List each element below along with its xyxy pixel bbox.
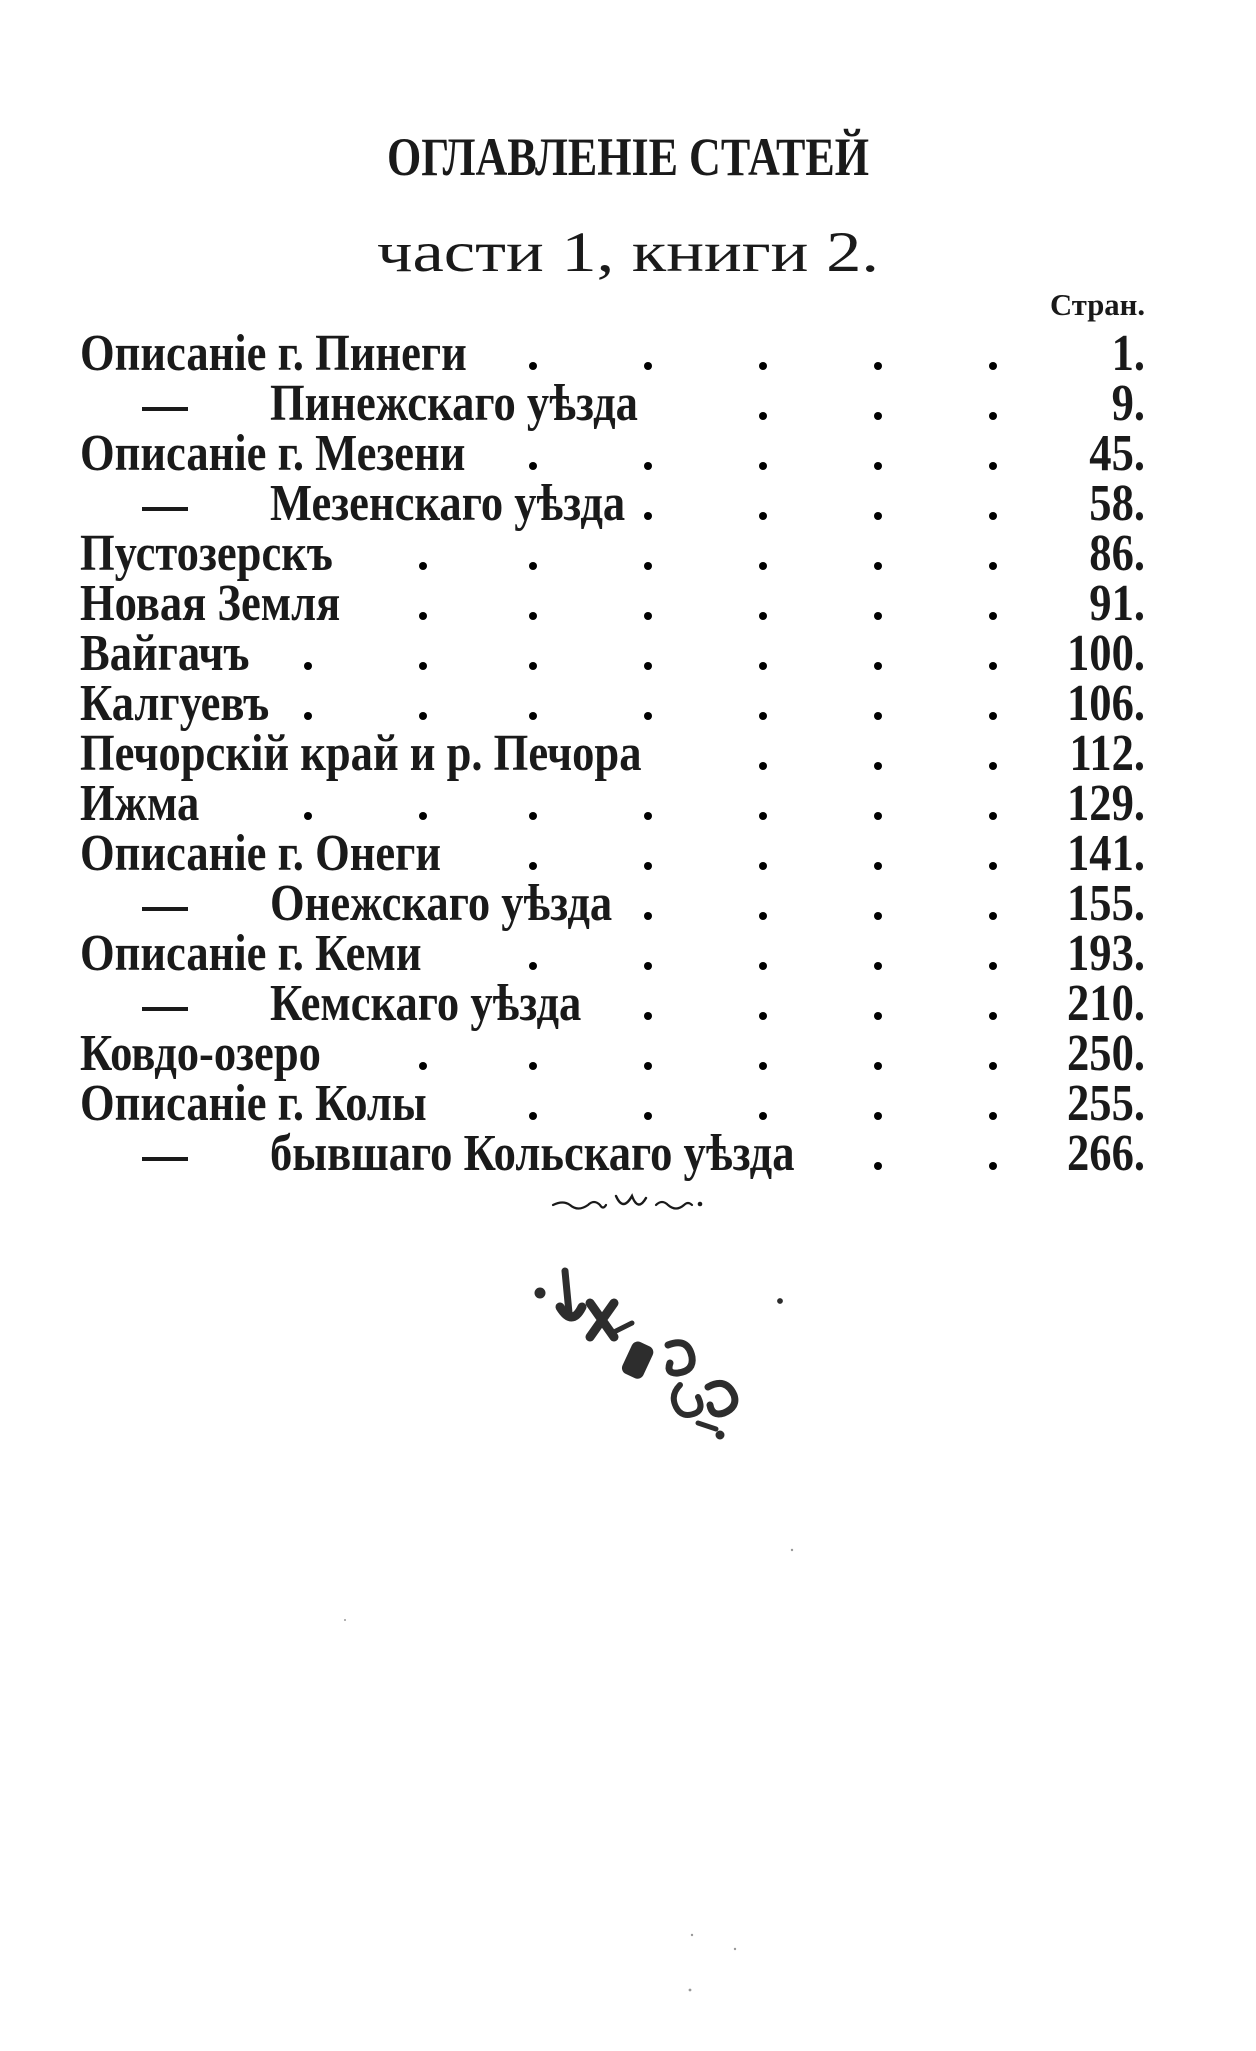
svg-text:ОГЛАВЛЕНІЕ СТАТЕЙ: ОГЛАВЛЕНІЕ СТАТЕЙ: [387, 127, 869, 187]
svg-text:Описаніе г. Пинеги: Описаніе г. Пинеги: [80, 325, 467, 382]
svg-text:Печорскій край и р. Печора: Печорскій край и р. Печора: [80, 725, 642, 782]
svg-text:части 1, книги 2.: части 1, книги 2.: [377, 221, 879, 284]
svg-text:Пинежскаго уѣзда: Пинежскаго уѣзда: [270, 375, 638, 432]
svg-text:112.: 112.: [1070, 725, 1146, 782]
svg-text:210.: 210.: [1067, 975, 1145, 1032]
svg-text:86.: 86.: [1089, 525, 1145, 582]
svg-text:141.: 141.: [1067, 825, 1145, 882]
svg-text:Мезенскаго уѣзда: Мезенскаго уѣзда: [270, 475, 625, 532]
svg-text:250.: 250.: [1067, 1025, 1145, 1082]
svg-text:Стран.: Стран.: [1050, 287, 1145, 322]
svg-text:Описаніе г. Мезени: Описаніе г. Мезени: [80, 425, 465, 482]
svg-text:Кемскаго уѣзда: Кемскаго уѣзда: [270, 975, 581, 1032]
svg-text:9.: 9.: [1112, 375, 1145, 432]
svg-text:100.: 100.: [1067, 625, 1145, 682]
svg-text:Вайгачъ: Вайгачъ: [80, 625, 250, 682]
svg-text:266.: 266.: [1067, 1125, 1145, 1182]
svg-text:129.: 129.: [1067, 775, 1145, 832]
svg-text:Ижма: Ижма: [80, 775, 199, 832]
svg-text:1.: 1.: [1112, 325, 1145, 382]
svg-text:Новая Земля: Новая Земля: [80, 575, 340, 632]
svg-text:45.: 45.: [1089, 425, 1145, 482]
svg-text:155.: 155.: [1067, 875, 1145, 932]
svg-text:Описаніе г. Онеги: Описаніе г. Онеги: [80, 825, 441, 882]
svg-text:193.: 193.: [1067, 925, 1145, 982]
svg-text:91.: 91.: [1089, 575, 1145, 632]
svg-text:255.: 255.: [1067, 1075, 1145, 1132]
svg-text:Описаніе г. Кеми: Описаніе г. Кеми: [80, 925, 422, 982]
svg-text:58.: 58.: [1089, 475, 1145, 532]
svg-text:Пустозерскъ: Пустозерскъ: [80, 525, 333, 582]
svg-text:Онежскаго уѣзда: Онежскаго уѣзда: [270, 875, 612, 932]
svg-text:Ковдо-озеро: Ковдо-озеро: [80, 1025, 321, 1082]
svg-text:106.: 106.: [1067, 675, 1145, 732]
svg-text:бывшаго Кольскаго уѣзда: бывшаго Кольскаго уѣзда: [270, 1125, 795, 1182]
svg-text:Описаніе г. Колы: Описаніе г. Колы: [80, 1075, 427, 1132]
svg-text:Калгуевъ: Калгуевъ: [80, 675, 269, 732]
